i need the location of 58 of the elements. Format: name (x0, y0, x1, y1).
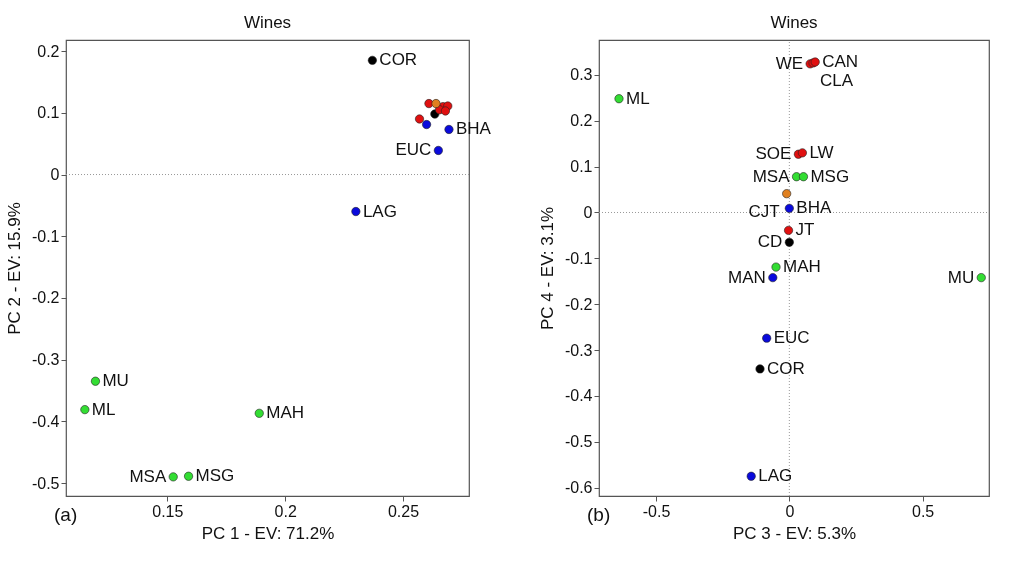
annotation: EUC (395, 140, 432, 160)
y-axis-title: PC 4 - EV: 3.1% (537, 206, 557, 331)
annotation: MAH (266, 403, 305, 423)
y-tick-label: -0.1 (31, 227, 60, 245)
annotation: MSG (195, 466, 235, 486)
x-axis-title: PC 1 - EV: 71.2% (201, 523, 335, 543)
y-tick-label: -0.4 (31, 412, 60, 430)
y-tick-label: 0.3 (570, 66, 593, 84)
x-tick-label: -0.5 (642, 502, 671, 520)
y-tick-label: -0.3 (31, 351, 60, 369)
annotation: CAN (822, 52, 859, 72)
annotation: ML (625, 88, 650, 108)
y-tick-label: 0.1 (37, 104, 60, 122)
annotation: MU (947, 267, 975, 287)
annotation: MAN (728, 267, 766, 287)
y-tick-label: -0.6 (564, 479, 593, 497)
annotation: WE (775, 53, 804, 73)
annotation: MSA (752, 166, 791, 186)
x-tick-label: 0.5 (912, 502, 935, 520)
annotation: JT (795, 220, 815, 240)
annotation: ML (91, 399, 116, 419)
y-tick-label: -0.5 (31, 474, 60, 492)
y-tick-label: -0.3 (564, 341, 593, 359)
text: (a) (54, 504, 78, 525)
annotation: LAG (758, 466, 793, 486)
y-axis-title: PC 2 - EV: 15.9% (4, 202, 24, 335)
annotation: MSG (810, 166, 850, 186)
x-tick-label: 0.15 (152, 502, 184, 520)
annotation: CLA (820, 70, 854, 90)
chart-title: Wines (243, 13, 292, 32)
annotation: MAH (783, 257, 821, 277)
x-tick-label: 0.25 (387, 502, 420, 520)
y-tick-label: -0.1 (564, 249, 593, 267)
y-tick-label: 0 (50, 166, 60, 184)
x-tick-label: 0.2 (274, 502, 297, 520)
chart-title: Wines (770, 12, 818, 32)
annotation: CD (757, 232, 783, 252)
annotation: COR (767, 358, 805, 378)
x-axis-title: PC 3 - EV: 5.3% (732, 523, 857, 543)
y-tick-label: -0.5 (564, 433, 593, 451)
y-tick-label: 0 (583, 203, 593, 221)
y-tick-label: -0.2 (31, 289, 60, 307)
text: (b) (587, 504, 611, 525)
annotation: SOE (755, 144, 792, 164)
x-tick-label: 0 (785, 502, 795, 520)
annotation: BHA (796, 198, 832, 218)
annotation: MSA (129, 466, 167, 486)
annotation: CJT (748, 201, 780, 221)
y-tick-label: -0.4 (564, 387, 593, 405)
annotation: COR (379, 50, 418, 70)
y-tick-label: -0.2 (564, 295, 593, 313)
y-tick-label: 0.2 (570, 112, 593, 130)
y-tick-label: 0.1 (570, 158, 593, 176)
annotation: LW (809, 142, 834, 162)
annotation: MU (102, 371, 129, 391)
y-tick-label: 0.2 (37, 42, 60, 60)
annotation: EUC (773, 328, 810, 348)
annotation: LAG (362, 201, 397, 221)
